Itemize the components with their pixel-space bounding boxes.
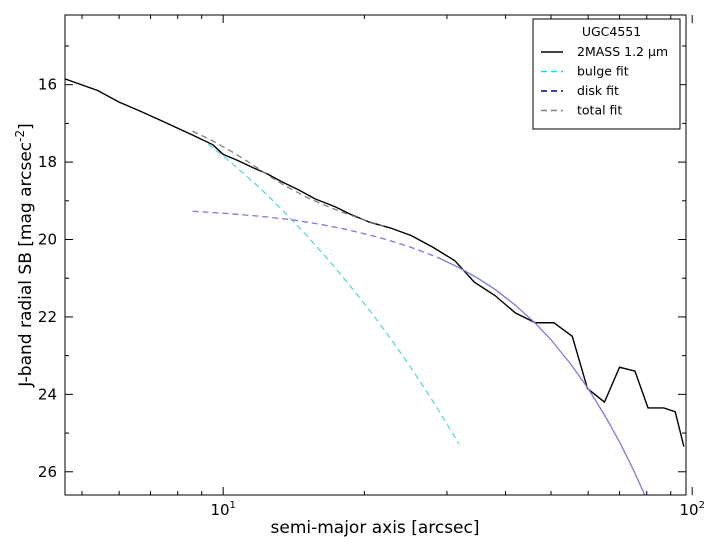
legend-label-2: disk fit — [577, 83, 619, 98]
x-tick-label-0: 101 — [210, 500, 235, 519]
legend-label-1: bulge fit — [577, 64, 629, 79]
legend-label-0: 2MASS 1.2 μm — [577, 44, 668, 59]
x-axis-label: semi-major axis [arcsec] — [271, 518, 480, 538]
series-layer — [65, 78, 685, 495]
y-axis-label: J-band radial SB [mag arcsec-2] — [13, 123, 36, 388]
x-tick-label-1: 102 — [679, 500, 704, 519]
x-tick-label-base: 10 — [210, 501, 229, 519]
y-tick-label-4: 24 — [38, 385, 57, 403]
y-tick-label-1: 18 — [38, 153, 57, 171]
x-tick-label-exponent: 2 — [699, 500, 705, 511]
series-line-3 — [439, 257, 646, 495]
y-tick-label-0: 16 — [38, 76, 57, 94]
legend-title: UGC4551 — [582, 24, 641, 39]
y-tick-label-5: 26 — [38, 463, 57, 481]
x-tick-label-exponent: 1 — [230, 500, 236, 511]
y-axis-label-exponent: -2 — [13, 130, 27, 142]
x-tick-label-base: 10 — [679, 501, 698, 519]
legend-box — [532, 18, 681, 130]
y-axis-label-text-end: ] — [16, 123, 36, 130]
y-axis-label-text: J-band radial SB [mag arcsec — [16, 142, 36, 388]
y-tick-label-3: 22 — [38, 308, 57, 326]
plot-frame — [64, 14, 687, 496]
series-line-2 — [192, 210, 441, 260]
series-line-1 — [207, 143, 460, 445]
series-line-0 — [65, 78, 685, 447]
legend: UGC4551 2MASS 1.2 μm bulge fit disk fit tota… — [532, 18, 681, 130]
y-tick-label-2: 20 — [38, 231, 57, 249]
legend-label-3: total fit — [577, 103, 622, 118]
